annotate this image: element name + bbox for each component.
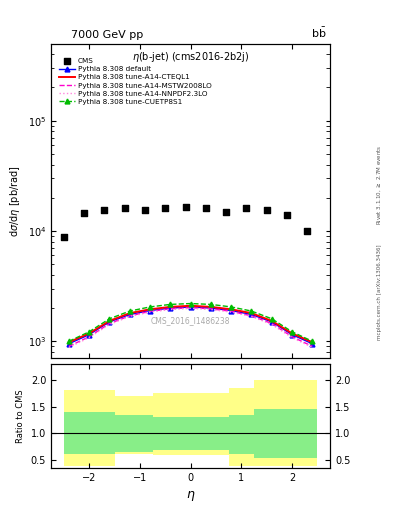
Pythia 8.308 tune-A14-NNPDF2.3LO xyxy=(310,345,315,351)
Pythia 8.308 tune-CUETP8S1 xyxy=(270,316,274,322)
X-axis label: $\eta$: $\eta$ xyxy=(186,489,195,503)
Pythia 8.308 default xyxy=(270,319,274,325)
Pythia 8.308 tune-A14-MSTW2008LO xyxy=(66,343,71,349)
Pythia 8.308 tune-A14-NNPDF2.3LO xyxy=(66,345,71,351)
Y-axis label: d$\sigma$/d$\eta$ [pb/rad]: d$\sigma$/d$\eta$ [pb/rad] xyxy=(8,165,22,237)
CMS xyxy=(121,204,128,212)
Pythia 8.308 tune-A14-CTEQL1 xyxy=(229,306,233,312)
Pythia 8.308 tune-A14-MSTW2008LO xyxy=(127,313,132,319)
Pythia 8.308 tune-A14-CTEQL1 xyxy=(188,303,193,309)
Pythia 8.308 default xyxy=(290,332,294,338)
CMS xyxy=(203,204,209,212)
Pythia 8.308 tune-CUETP8S1 xyxy=(290,329,294,335)
Pythia 8.308 tune-A14-MSTW2008LO xyxy=(229,308,233,314)
Pythia 8.308 tune-CUETP8S1 xyxy=(168,302,173,308)
Pythia 8.308 tune-A14-CTEQL1 xyxy=(290,330,294,336)
Pythia 8.308 default xyxy=(127,311,132,317)
Pythia 8.308 tune-A14-CTEQL1 xyxy=(66,339,71,346)
Pythia 8.308 tune-A14-MSTW2008LO xyxy=(188,305,193,311)
Pythia 8.308 tune-A14-CTEQL1 xyxy=(148,306,152,312)
CMS xyxy=(61,233,67,241)
Pythia 8.308 default xyxy=(66,340,71,347)
Pythia 8.308 tune-A14-CTEQL1 xyxy=(168,304,173,310)
Pythia 8.308 default xyxy=(249,311,254,317)
Pythia 8.308 tune-A14-MSTW2008LO xyxy=(148,308,152,314)
Pythia 8.308 default xyxy=(188,304,193,310)
Line: Pythia 8.308 tune-A14-NNPDF2.3LO: Pythia 8.308 tune-A14-NNPDF2.3LO xyxy=(69,308,312,348)
Pythia 8.308 tune-CUETP8S1 xyxy=(229,304,233,310)
Text: mcplots.cern.ch [arXiv:1306.3436]: mcplots.cern.ch [arXiv:1306.3436] xyxy=(377,244,382,339)
CMS xyxy=(284,211,290,219)
Pythia 8.308 tune-CUETP8S1 xyxy=(87,329,92,335)
Pythia 8.308 tune-A14-NNPDF2.3LO xyxy=(148,309,152,315)
Pythia 8.308 tune-A14-CTEQL1 xyxy=(310,339,315,346)
CMS xyxy=(264,206,270,214)
CMS xyxy=(182,203,189,211)
Pythia 8.308 tune-CUETP8S1 xyxy=(107,316,112,322)
CMS xyxy=(243,204,250,212)
Pythia 8.308 default xyxy=(229,308,233,314)
Pythia 8.308 tune-A14-CTEQL1 xyxy=(87,330,92,336)
Line: Pythia 8.308 tune-A14-CTEQL1: Pythia 8.308 tune-A14-CTEQL1 xyxy=(69,306,312,343)
Pythia 8.308 default xyxy=(168,305,173,311)
Pythia 8.308 tune-A14-MSTW2008LO xyxy=(290,334,294,340)
Pythia 8.308 tune-A14-NNPDF2.3LO xyxy=(188,305,193,311)
Pythia 8.308 default xyxy=(148,308,152,314)
Line: Pythia 8.308 tune-CUETP8S1: Pythia 8.308 tune-CUETP8S1 xyxy=(66,301,315,344)
Pythia 8.308 tune-A14-NNPDF2.3LO xyxy=(290,334,294,340)
Pythia 8.308 tune-CUETP8S1 xyxy=(66,338,71,345)
Line: Pythia 8.308 default: Pythia 8.308 default xyxy=(66,305,315,346)
Pythia 8.308 tune-A14-CTEQL1 xyxy=(209,304,213,310)
Pythia 8.308 tune-A14-NNPDF2.3LO xyxy=(127,313,132,319)
Pythia 8.308 tune-A14-NNPDF2.3LO xyxy=(87,334,92,340)
CMS xyxy=(142,206,148,214)
CMS xyxy=(162,204,168,212)
Pythia 8.308 tune-A14-CTEQL1 xyxy=(249,310,254,316)
Text: 7000 GeV pp: 7000 GeV pp xyxy=(71,30,143,40)
Pythia 8.308 tune-CUETP8S1 xyxy=(310,338,315,345)
Pythia 8.308 tune-A14-NNPDF2.3LO xyxy=(229,309,233,315)
Pythia 8.308 tune-A14-MSTW2008LO xyxy=(310,343,315,349)
Y-axis label: Ratio to CMS: Ratio to CMS xyxy=(16,389,25,443)
Pythia 8.308 default xyxy=(209,305,213,311)
Pythia 8.308 default xyxy=(107,319,112,325)
Pythia 8.308 tune-CUETP8S1 xyxy=(249,308,254,314)
Pythia 8.308 default xyxy=(87,332,92,338)
Text: CMS_2016_I1486238: CMS_2016_I1486238 xyxy=(151,316,230,325)
Pythia 8.308 default xyxy=(310,340,315,347)
Pythia 8.308 tune-A14-MSTW2008LO xyxy=(168,306,173,312)
Pythia 8.308 tune-A14-NNPDF2.3LO xyxy=(270,322,274,328)
Pythia 8.308 tune-A14-MSTW2008LO xyxy=(249,313,254,319)
Pythia 8.308 tune-A14-MSTW2008LO xyxy=(270,321,274,327)
Pythia 8.308 tune-A14-MSTW2008LO xyxy=(107,321,112,327)
Pythia 8.308 tune-CUETP8S1 xyxy=(188,301,193,307)
Text: Rivet 3.1.10, $\geq$ 2.7M events: Rivet 3.1.10, $\geq$ 2.7M events xyxy=(375,144,383,225)
Pythia 8.308 tune-CUETP8S1 xyxy=(148,304,152,310)
Pythia 8.308 tune-A14-NNPDF2.3LO xyxy=(209,307,213,313)
Pythia 8.308 tune-CUETP8S1 xyxy=(127,308,132,314)
Text: b$\bar{\mathrm{b}}$: b$\bar{\mathrm{b}}$ xyxy=(311,26,326,40)
Pythia 8.308 tune-A14-NNPDF2.3LO xyxy=(168,307,173,313)
CMS xyxy=(81,209,87,217)
CMS xyxy=(223,207,229,216)
Pythia 8.308 tune-CUETP8S1 xyxy=(209,302,213,308)
Pythia 8.308 tune-A14-CTEQL1 xyxy=(127,310,132,316)
Pythia 8.308 tune-A14-MSTW2008LO xyxy=(209,306,213,312)
Pythia 8.308 tune-A14-CTEQL1 xyxy=(270,318,274,324)
Pythia 8.308 tune-A14-MSTW2008LO xyxy=(87,334,92,340)
CMS xyxy=(101,206,108,214)
CMS xyxy=(304,227,310,235)
Pythia 8.308 tune-A14-CTEQL1 xyxy=(107,318,112,324)
Pythia 8.308 tune-A14-NNPDF2.3LO xyxy=(107,322,112,328)
Line: Pythia 8.308 tune-A14-MSTW2008LO: Pythia 8.308 tune-A14-MSTW2008LO xyxy=(69,308,312,346)
Text: $\eta$(b-jet) (cms2016-2b2j): $\eta$(b-jet) (cms2016-2b2j) xyxy=(132,50,249,64)
Pythia 8.308 tune-A14-NNPDF2.3LO xyxy=(249,313,254,319)
Legend: CMS, Pythia 8.308 default, Pythia 8.308 tune-A14-CTEQL1, Pythia 8.308 tune-A14-M: CMS, Pythia 8.308 default, Pythia 8.308 … xyxy=(57,57,213,106)
